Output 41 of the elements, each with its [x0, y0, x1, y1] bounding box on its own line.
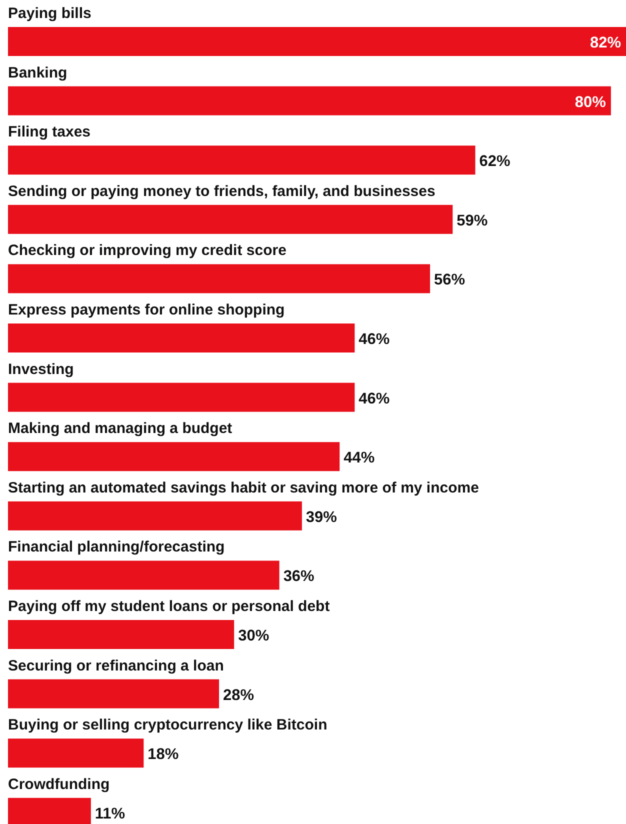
bar [8, 560, 280, 590]
bar [8, 324, 355, 352]
y-tick-label: Filing taxes [8, 124, 91, 141]
y-tick-label: Crowdfunding [8, 776, 110, 793]
bar [8, 382, 355, 412]
data-label: 44% [344, 450, 375, 467]
y-tick-label: Paying bills [8, 5, 92, 22]
data-label: 18% [148, 746, 179, 764]
data-label: 46% [358, 331, 390, 348]
bar [8, 86, 611, 116]
data-label: 36% [283, 568, 315, 586]
y-tick-label: Securing or refinancing a loan [8, 657, 224, 674]
y-tick-label: Banking [8, 64, 68, 82]
data-label: 28% [223, 686, 254, 704]
data-label: 11% [94, 805, 126, 822]
data-label: 82% [590, 34, 622, 52]
y-tick-label: Investing [8, 360, 74, 378]
data-label: 62% [479, 153, 511, 170]
data-label: 30% [238, 628, 270, 644]
y-tick-label: Financial planning/forecasting [8, 538, 225, 556]
data-label: 39% [306, 508, 338, 526]
data-label: 80% [574, 94, 606, 111]
bar [8, 204, 453, 234]
y-tick-label: Sending or paying money to friends, family, and businesses [8, 182, 436, 200]
bar [8, 442, 340, 472]
y-tick-label: Express payments for online shopping [8, 302, 285, 318]
bar [8, 264, 430, 294]
y-tick-label: Checking or improving my credit score [8, 242, 286, 260]
y-tick-label: Starting an automated savings habit or saving more of my income [8, 479, 479, 496]
bar [8, 501, 302, 530]
data-label: 56% [434, 272, 466, 289]
data-label: 59% [456, 212, 488, 230]
y-tick-label: Paying off my student loans or personal debt [8, 598, 330, 615]
bar [8, 738, 144, 768]
y-tick-label: Making and managing a budget [8, 420, 232, 438]
bar [8, 27, 626, 56]
bar [8, 146, 476, 175]
y-tick-label: Buying or selling cryptocurrency like Bitcoin [8, 716, 328, 734]
bar [8, 620, 234, 649]
data-label: 46% [358, 390, 390, 408]
bar [8, 679, 220, 708]
